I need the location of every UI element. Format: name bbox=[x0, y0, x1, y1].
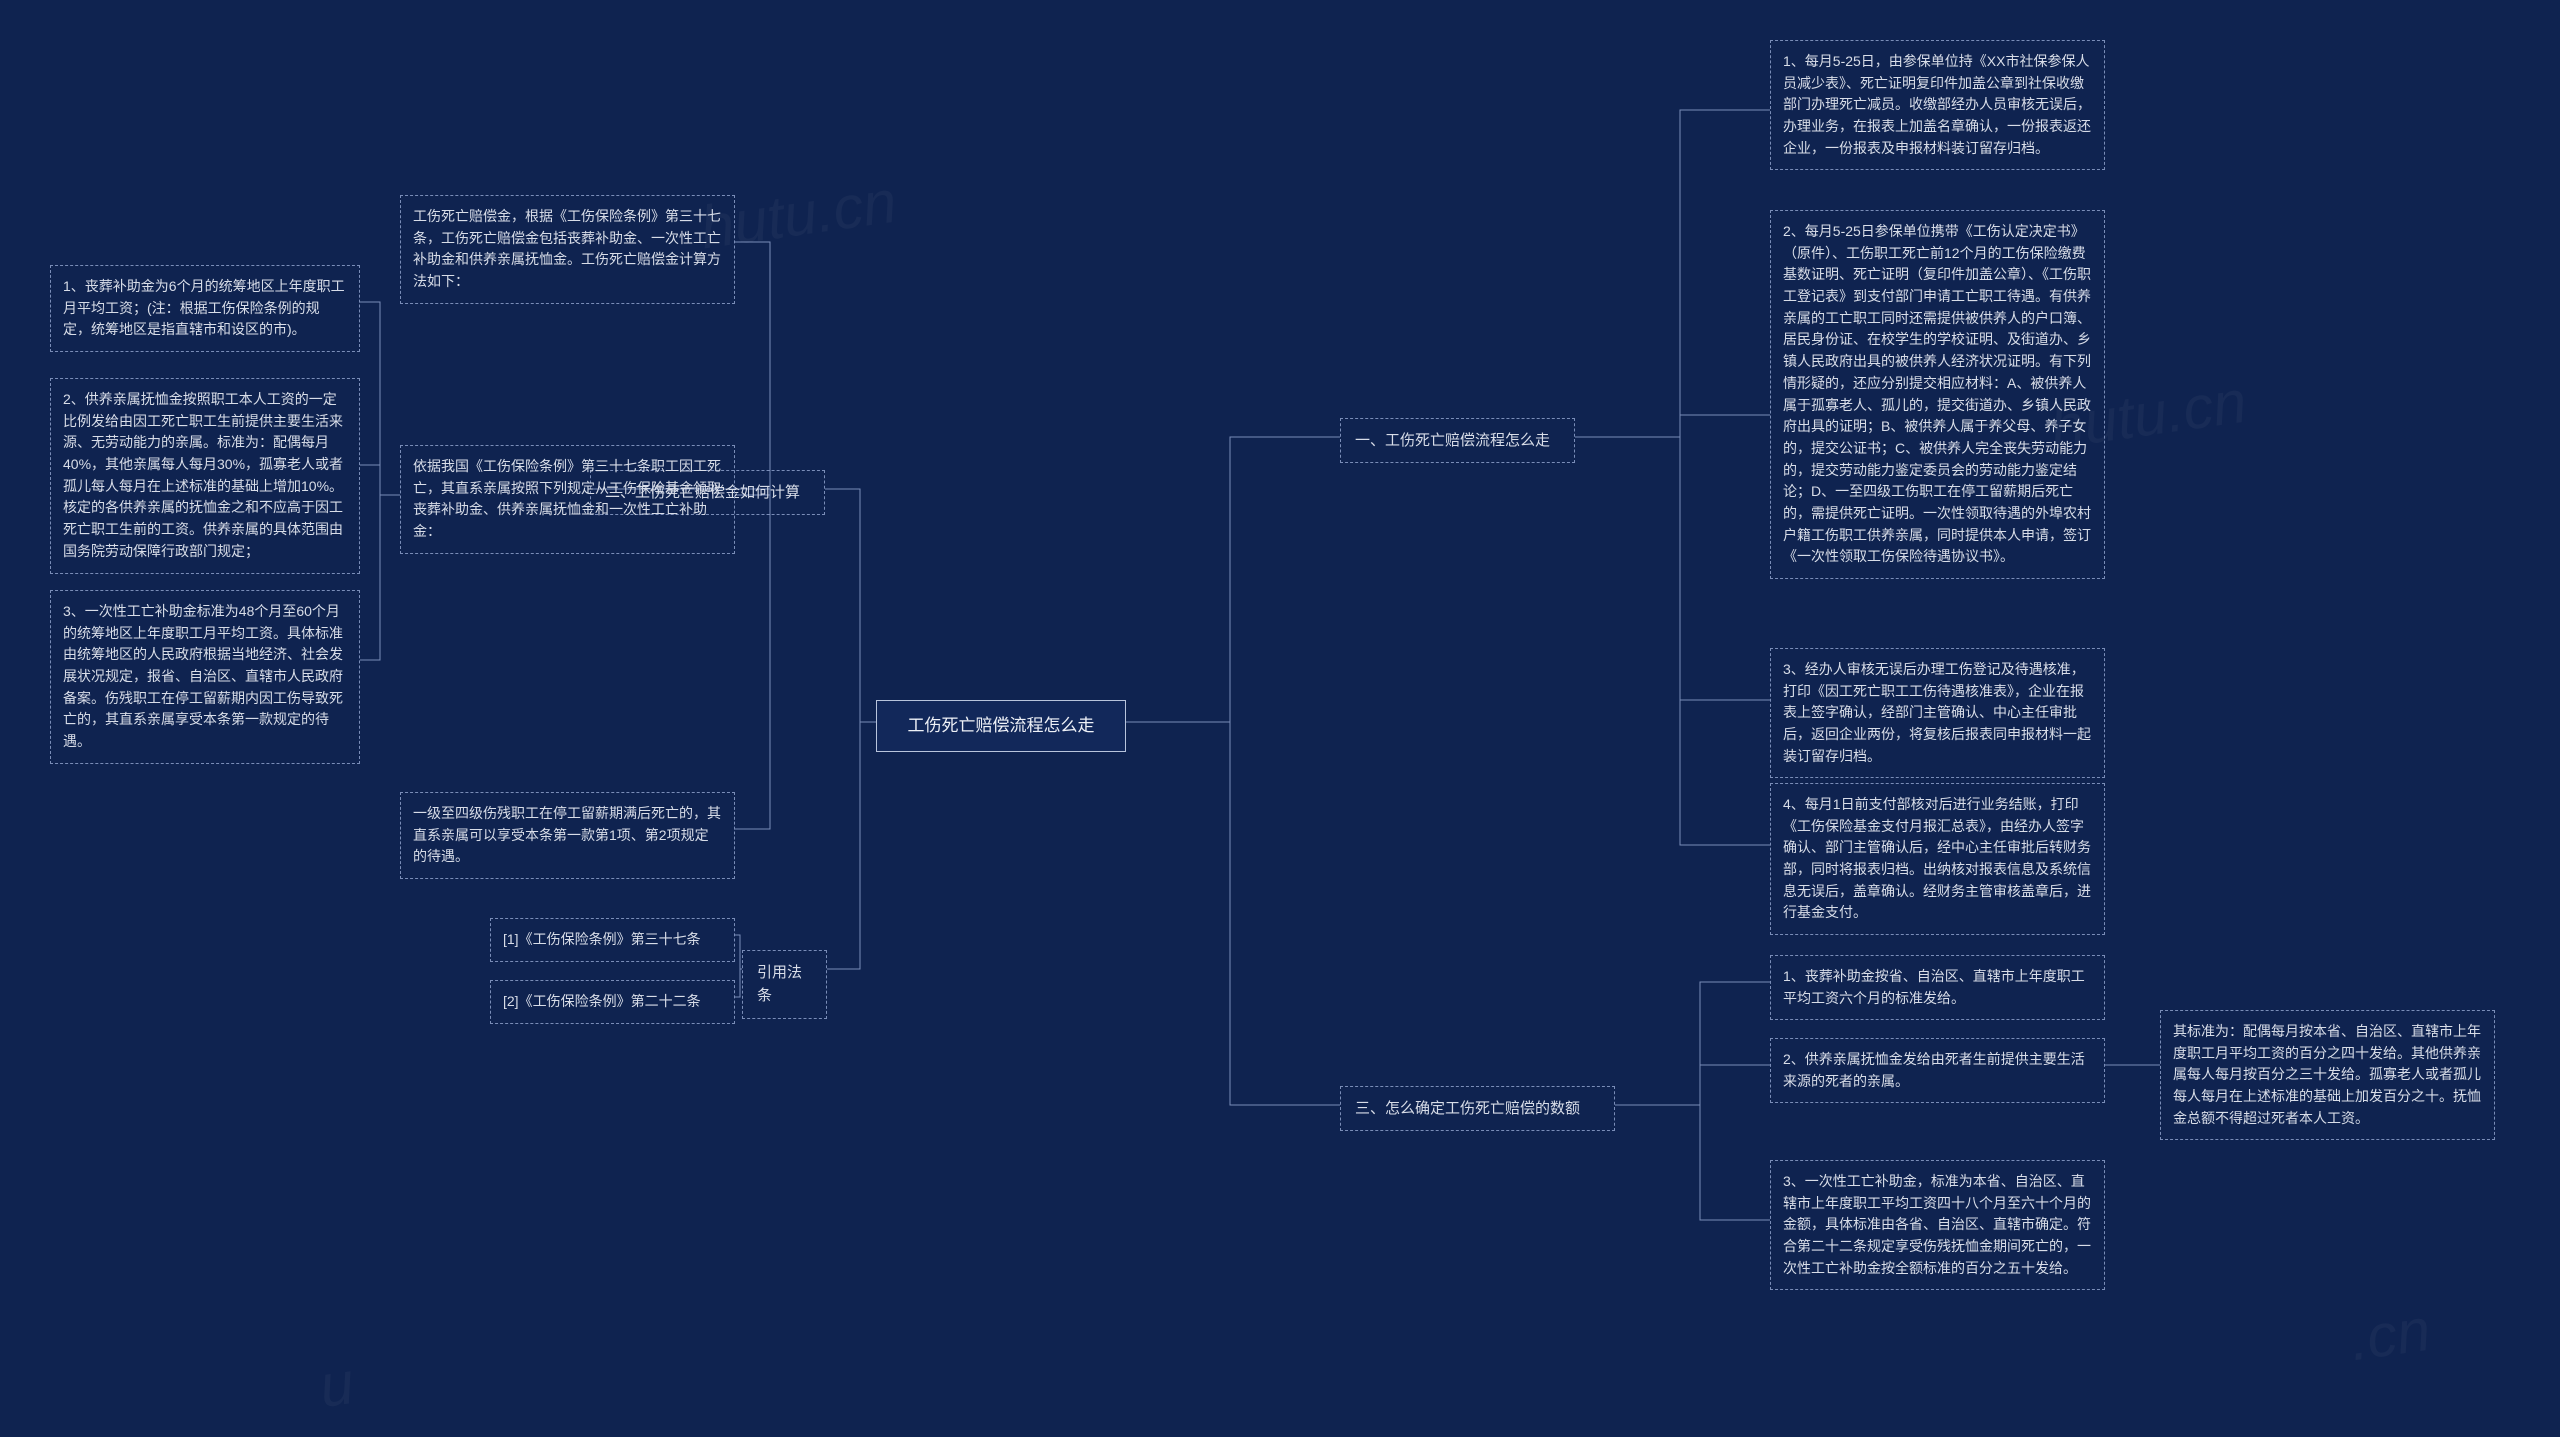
leaf-law2: [2]《工伤保险条例》第二十二条 bbox=[490, 980, 735, 1024]
leaf-r1d: 4、每月1日前支付部核对后进行业务结账，打印《工伤保险基金支付月报汇总表》，由经… bbox=[1770, 783, 2105, 935]
leaf-l2b2: 2、供养亲属抚恤金按照职工本人工资的一定比例发给由因工死亡职工生前提供主要生活来… bbox=[50, 378, 360, 574]
leaf-l2a: 工伤死亡赔偿金，根据《工伤保险条例》第三十七条，工伤死亡赔偿金包括丧葬补助金、一… bbox=[400, 195, 735, 304]
leaf-l2b: 依据我国《工伤保险条例》第三十七条职工因工死亡，其直系亲属按照下列规定从工伤保险… bbox=[400, 445, 735, 554]
watermark: u bbox=[315, 1348, 358, 1421]
leaf-law1: [1]《工伤保险条例》第三十七条 bbox=[490, 918, 735, 962]
watermark: .cn bbox=[2346, 1295, 2435, 1374]
root-node: 工伤死亡赔偿流程怎么走 bbox=[876, 700, 1126, 752]
leaf-r3b: 2、供养亲属抚恤金发给由死者生前提供主要生活来源的死者的亲属。 bbox=[1770, 1038, 2105, 1103]
leaf-l2b1: 1、丧葬补助金为6个月的统筹地区上年度职工月平均工资；(注：根据工伤保险条例的规… bbox=[50, 265, 360, 352]
leaf-r1b: 2、每月5-25日参保单位携带《工伤认定决定书》（原件）、工伤职工死亡前12个月… bbox=[1770, 210, 2105, 579]
leaf-l2b3: 3、一次性工亡补助金标准为48个月至60个月的统筹地区上年度职工月平均工资。具体… bbox=[50, 590, 360, 764]
leaf-r3a: 1、丧葬补助金按省、自治区、直辖市上年度职工平均工资六个月的标准发给。 bbox=[1770, 955, 2105, 1020]
branch-law: 引用法条 bbox=[742, 950, 827, 1019]
leaf-r1a: 1、每月5-25日，由参保单位持《XX市社保参保人员减少表》、死亡证明复印件加盖… bbox=[1770, 40, 2105, 170]
leaf-r1c: 3、经办人审核无误后办理工伤登记及待遇核准，打印《因工死亡职工工伤待遇核准表》，… bbox=[1770, 648, 2105, 778]
branch-r1: 一、工伤死亡赔偿流程怎么走 bbox=[1340, 418, 1575, 463]
leaf-r3c: 3、一次性工亡补助金，标准为本省、自治区、直辖市上年度职工平均工资四十八个月至六… bbox=[1770, 1160, 2105, 1290]
leaf-r3b-extra: 其标准为：配偶每月按本省、自治区、直辖市上年度职工月平均工资的百分之四十发给。其… bbox=[2160, 1010, 2495, 1140]
connectors bbox=[0, 0, 2560, 1437]
branch-r3: 三、怎么确定工伤死亡赔偿的数额 bbox=[1340, 1086, 1615, 1131]
leaf-l2c: 一级至四级伤残职工在停工留薪期满后死亡的，其直系亲属可以享受本条第一款第1项、第… bbox=[400, 792, 735, 879]
